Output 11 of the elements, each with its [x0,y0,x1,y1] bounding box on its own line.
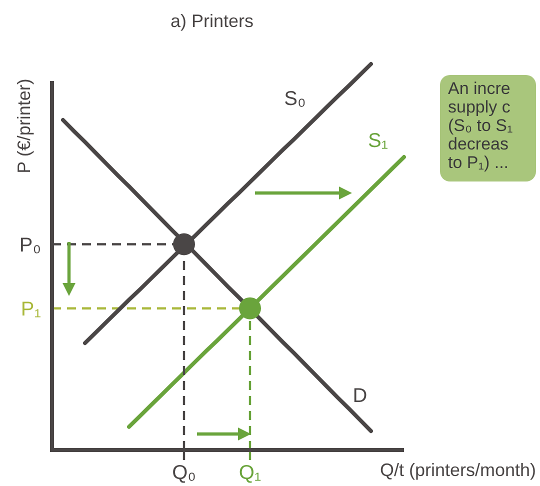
x-axis-title: Q/t (printers/month) [380,460,536,480]
chart-title: a) Printers [170,11,254,31]
x-tick-label: Q₁ [238,462,262,484]
text: An incre supply c (S₀ to S₁ decreas to P₁) ... [448,79,514,172]
series-label: S₁ [368,130,388,152]
series-label: S₀ [284,88,306,110]
x-tick-label: Q₀ [172,462,196,484]
series-label: P₁ [20,298,42,320]
y-axis-title: P (€/printer) [14,78,34,174]
series-label: D [352,385,368,408]
series-label: P₀ [19,234,41,256]
